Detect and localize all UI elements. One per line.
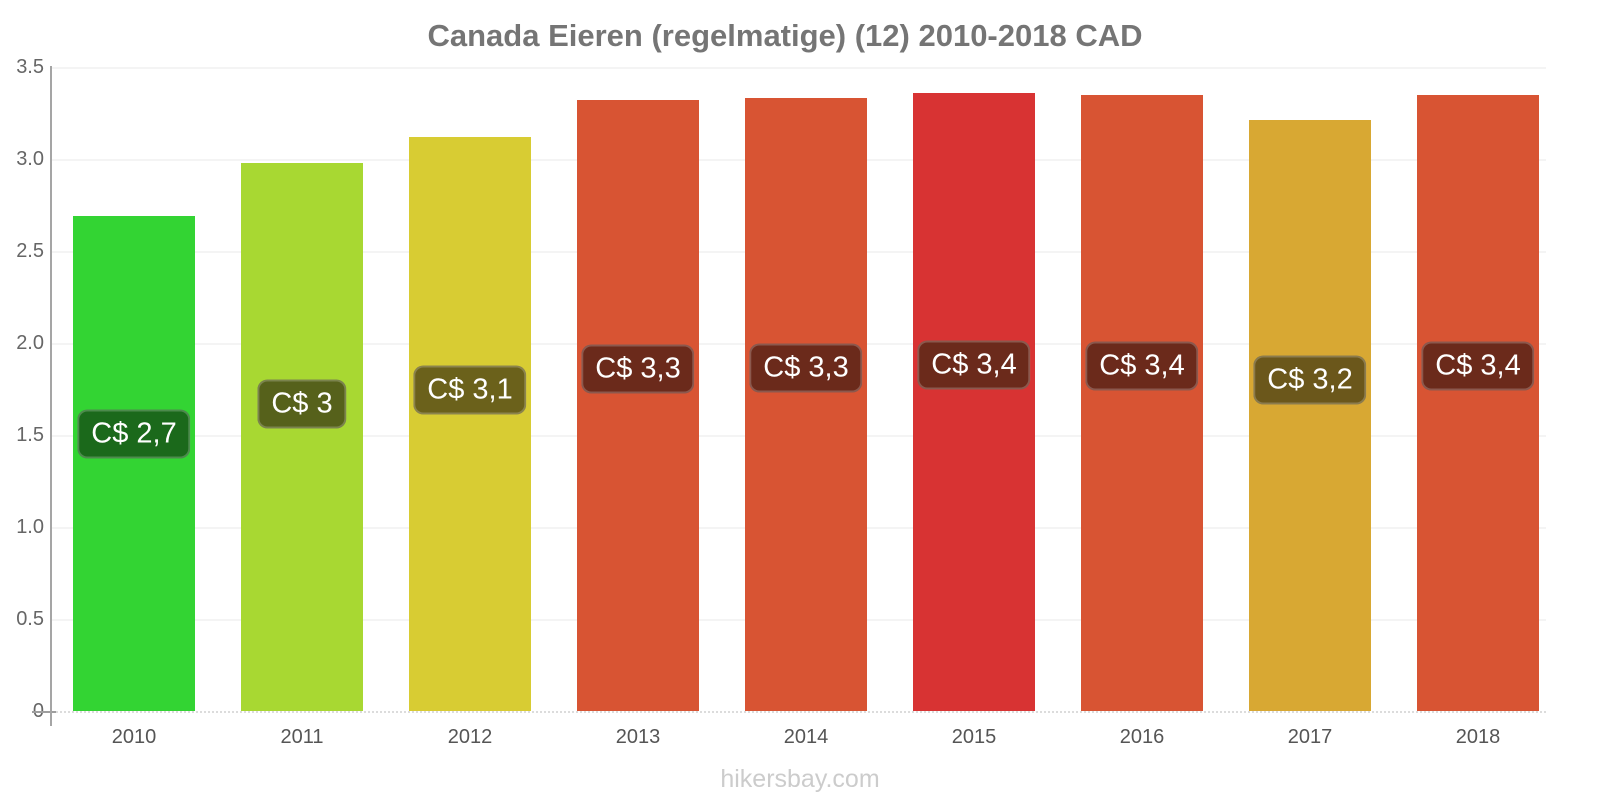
bar-2018: C$ 3,4	[1417, 95, 1539, 711]
y-tick-label-2.5: 2.5	[16, 240, 44, 262]
bar-value-badge-2012: C$ 3,1	[413, 365, 527, 415]
y-tick-label-2.0: 2.0	[16, 332, 44, 354]
bar-2015: C$ 3,4	[913, 93, 1035, 711]
y-tick-label-3.5: 3.5	[16, 56, 44, 78]
y-axis-line	[50, 66, 52, 726]
bar-2012: C$ 3,1	[409, 137, 531, 711]
bar-value-badge-2011: C$ 3	[257, 379, 347, 429]
bar-2013: C$ 3,3	[577, 100, 699, 711]
bar-2010: C$ 2,7	[73, 216, 195, 711]
y-tick-label-1.0: 1.0	[16, 516, 44, 538]
bar-2016: C$ 3,4	[1081, 95, 1203, 711]
x-tick-label-2015: 2015	[951, 726, 997, 748]
zero-tick	[32, 711, 58, 713]
x-axis-baseline	[56, 711, 1546, 713]
bar-2017: C$ 3,2	[1249, 120, 1371, 711]
bar-value-badge-2018: C$ 3,4	[1421, 341, 1535, 391]
x-tick-label-2017: 2017	[1287, 726, 1333, 748]
bar-value-badge-2015: C$ 3,4	[917, 340, 1031, 390]
x-tick-label-2018: 2018	[1455, 726, 1501, 748]
x-tick-label-2012: 2012	[447, 726, 493, 748]
bar-2014: C$ 3,3	[745, 98, 867, 711]
y-tick-label-1.5: 1.5	[16, 424, 44, 446]
y-tick-label-0.5: 0.5	[16, 608, 44, 630]
bar-value-badge-2013: C$ 3,3	[581, 344, 695, 394]
bar-value-badge-2014: C$ 3,3	[749, 343, 863, 393]
bar-value-badge-2016: C$ 3,4	[1085, 341, 1199, 391]
bar-2011: C$ 3	[241, 163, 363, 711]
x-tick-label-2013: 2013	[615, 726, 661, 748]
bar-value-badge-2017: C$ 3,2	[1253, 355, 1367, 405]
x-tick-label-2016: 2016	[1119, 726, 1165, 748]
footer-watermark: hikersbay.com	[720, 765, 880, 793]
x-tick-label-2014: 2014	[783, 726, 829, 748]
x-tick-label-2011: 2011	[280, 726, 324, 748]
bar-value-badge-2010: C$ 2,7	[77, 409, 191, 459]
x-tick-label-2010: 2010	[111, 726, 157, 748]
chart-title: Canada Eieren (regelmatige) (12) 2010-20…	[427, 18, 1143, 53]
y-tick-label-3.0: 3.0	[16, 148, 44, 170]
gridline-3.5	[52, 67, 1546, 69]
